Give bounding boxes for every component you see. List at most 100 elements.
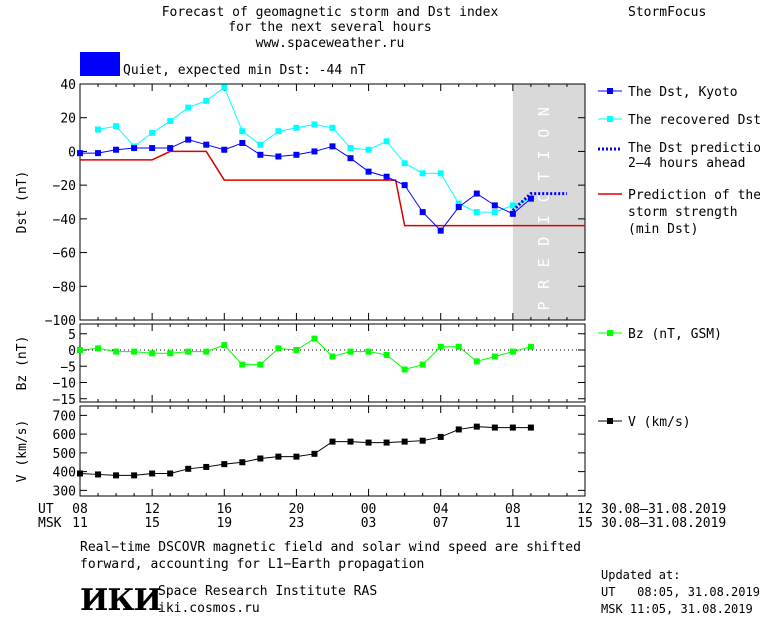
recovered-dst-line-point: [257, 141, 264, 148]
dst-kyoto-line-point: [419, 209, 426, 216]
recovered-dst-line-point: [239, 128, 246, 135]
dst-kyoto-line-point: [455, 204, 462, 211]
dst-prediction-line: [511, 192, 567, 212]
v-frame: [79, 405, 586, 497]
x-tick-msk: 23: [289, 516, 305, 531]
x-tick-ut: 08: [72, 502, 88, 517]
brand-name: StormFocus: [628, 5, 707, 20]
recovered-dst-line-point: [365, 146, 372, 153]
footer-note-line1: Real−time DSCOVR magnetic field and sola…: [80, 540, 581, 555]
dst-kyoto-line-point: [365, 168, 372, 175]
v-line-point: [365, 439, 372, 446]
prediction-band-letter: C: [535, 193, 553, 202]
prediction-band-letter: O: [535, 129, 553, 138]
dst-ytick-label: 20: [60, 112, 76, 127]
dst-kyoto-line-point: [473, 190, 480, 197]
recovered-dst-line-point: [311, 121, 318, 128]
bz-line-point: [311, 335, 318, 342]
dst-kyoto-line-point: [257, 151, 264, 158]
dst-kyoto-line-point: [149, 145, 156, 152]
x-tick-msk: 11: [72, 516, 88, 531]
v-ylabel: V (km/s): [15, 420, 30, 483]
footer-note-line2: forward, accounting for L1−Earth propaga…: [80, 557, 425, 572]
bz-line-point: [167, 350, 174, 357]
prediction-band-letter: R: [535, 279, 553, 289]
v-line-point: [113, 472, 120, 479]
x-tick-msk: 03: [361, 516, 377, 531]
bz-line-point: [401, 366, 408, 373]
recovered-dst-line-point: [167, 118, 174, 125]
x-tick-msk: 07: [433, 516, 449, 531]
recovered-dst-line-point: [419, 170, 426, 177]
x-tick-ut: 12: [144, 502, 160, 517]
iki-logo: ИКИ: [80, 583, 162, 618]
dst-ytick-label: −20: [53, 179, 76, 194]
recovered-dst-line-point: [401, 160, 408, 167]
status-color-box: [80, 52, 120, 76]
x-tick-msk: 19: [216, 516, 232, 531]
v-line-point: [491, 424, 498, 431]
bz-ytick-label: −5: [60, 360, 76, 375]
x-tick-ut: 12: [577, 502, 593, 517]
legend-v-swatch-marker: [607, 418, 613, 424]
v-line-point: [383, 439, 390, 446]
dst-kyoto-line-point: [131, 145, 138, 152]
updated-label: Updated at:: [601, 568, 681, 582]
v-line-point: [347, 438, 354, 445]
dst-kyoto-line-point: [275, 153, 282, 160]
bz-line-point: [275, 345, 282, 352]
recovered-dst-line-point: [275, 128, 282, 135]
recovered-dst-line-point: [293, 124, 300, 131]
bz-line-point: [455, 343, 462, 350]
dst-kyoto-line-point: [329, 143, 336, 150]
legend-v: V (km/s): [628, 415, 691, 430]
prediction-band: [512, 84, 585, 320]
bz-ytick-label: −10: [53, 377, 76, 392]
x-tick-msk: 15: [577, 516, 593, 531]
bz-line-point: [77, 347, 83, 353]
v-line-point: [185, 465, 192, 472]
dst-kyoto-line-point: [401, 182, 408, 189]
prediction-band-letter: T: [535, 172, 553, 181]
v-line-point: [275, 453, 282, 460]
v-line-point: [239, 459, 246, 466]
v-line-point: [167, 470, 174, 477]
dst-kyoto-line-point: [311, 148, 318, 155]
bz-ytick-label: 0: [68, 344, 76, 359]
v-ytick-label: 300: [53, 484, 76, 499]
bz-frame: [79, 323, 586, 403]
x-tick-ut: 04: [433, 502, 449, 517]
bz-line-point: [293, 347, 300, 353]
legend-recovered: The recovered Dst: [628, 113, 760, 128]
x-tick-ut: 20: [289, 502, 305, 517]
dst-kyoto-line-point: [383, 173, 390, 180]
legend-storm: Prediction of the: [628, 188, 760, 203]
x-axis-date-ut: 30.08–31.08.2019: [601, 502, 726, 517]
institute-name: Space Research Institute RAS: [158, 584, 378, 599]
x-axis-msk-label: MSK: [38, 516, 62, 531]
v-ytick-label: 400: [53, 466, 76, 481]
v-line-point: [257, 455, 264, 462]
recovered-dst-line-point: [149, 129, 156, 136]
v-line-point: [221, 461, 228, 468]
bz-line-point: [527, 343, 534, 350]
x-axis-date-msk: 30.08–31.08.2019: [601, 516, 726, 531]
v-line-point: [95, 471, 102, 478]
chart-title-line2: for the next several hours: [228, 20, 432, 35]
dst-kyoto-line-point: [239, 140, 246, 146]
recovered-dst-line-point: [437, 170, 444, 177]
x-tick-msk: 15: [144, 516, 160, 531]
bz-line-point: [113, 348, 120, 355]
storm-strength-line: [80, 150, 585, 227]
legend-dst-kyoto: The Dst, Kyoto: [628, 85, 738, 100]
prediction-band-letter: P: [535, 301, 553, 310]
prediction-band-letter: D: [535, 237, 553, 246]
bz-line-point: [509, 348, 516, 355]
dst-frame: [79, 83, 586, 321]
legend-storm-3: (min Dst): [628, 222, 698, 237]
bz-line-point: [365, 348, 372, 355]
recovered-dst-line-point: [383, 138, 390, 145]
x-tick-ut: 00: [361, 502, 377, 517]
legend-bz-swatch-marker: [607, 330, 613, 336]
v-line-point: [77, 470, 83, 477]
